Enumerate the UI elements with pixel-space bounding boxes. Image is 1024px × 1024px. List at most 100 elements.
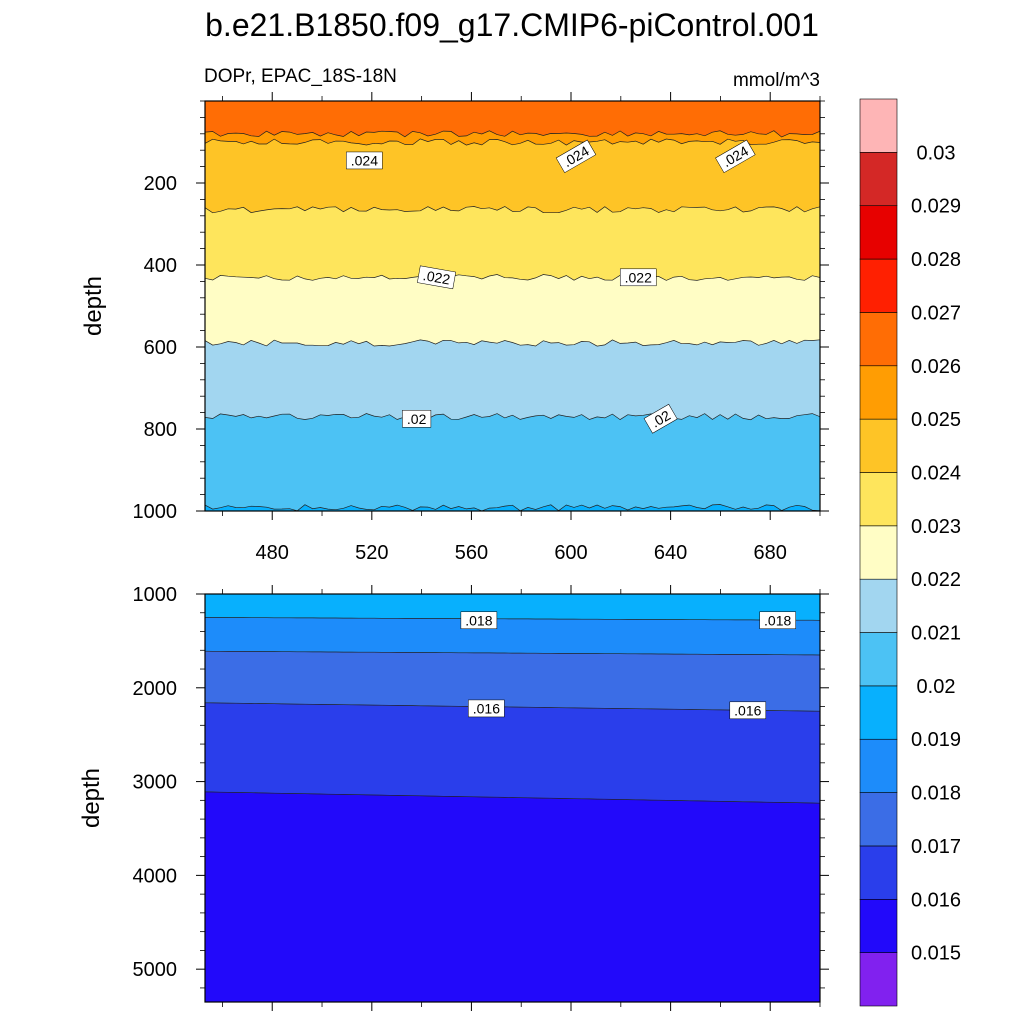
colorbar-label: 0.024 bbox=[911, 462, 961, 484]
contour-label-box bbox=[759, 611, 796, 630]
contour-label-text: .022 bbox=[422, 267, 452, 288]
colorbar-swatch bbox=[859, 578, 898, 633]
contour-label: .016 bbox=[729, 701, 767, 720]
contour-label-text: .024 bbox=[351, 152, 378, 168]
colorbar-swatch bbox=[859, 312, 898, 367]
colorbar-swatch bbox=[859, 152, 898, 207]
contour-label-box bbox=[555, 139, 597, 174]
colorbar-swatch bbox=[859, 418, 898, 473]
colorbar-label: 0.027 bbox=[911, 302, 961, 324]
contour-label-box bbox=[619, 268, 657, 287]
contour-label-box bbox=[729, 701, 767, 720]
colorbar-swatch bbox=[859, 685, 898, 740]
colorbar-label: 0.025 bbox=[911, 409, 961, 431]
contour-label-box bbox=[643, 403, 678, 434]
contour-line bbox=[205, 138, 820, 146]
chart-title: b.e21.B1850.f09_g17.CMIP6-piControl.001 bbox=[205, 7, 819, 43]
contour-label: .022 bbox=[417, 265, 457, 290]
contour-label: .016 bbox=[468, 699, 505, 718]
contour-line bbox=[205, 702, 820, 712]
contour-label: .02 bbox=[643, 403, 678, 434]
colorbar-swatch bbox=[859, 525, 898, 580]
y-tick-label: 600 bbox=[144, 337, 177, 359]
y-tick-label: 3000 bbox=[133, 772, 178, 794]
colorbar-label: 0.023 bbox=[911, 516, 961, 538]
y-tick-label: 2000 bbox=[133, 678, 178, 700]
colorbar-swatch bbox=[859, 792, 898, 847]
colorbar-swatch bbox=[859, 898, 898, 953]
upper-y-axis-label: depth bbox=[80, 276, 107, 336]
contour-line bbox=[205, 339, 820, 347]
contour-label-text: .016 bbox=[473, 700, 500, 716]
colorbar-label: 0.028 bbox=[911, 249, 961, 271]
contour-line bbox=[205, 274, 820, 281]
colorbar-swatch bbox=[859, 258, 898, 313]
contour-label-box bbox=[402, 410, 432, 428]
colorbar-swatch bbox=[859, 952, 898, 1007]
colorbar-swatch bbox=[859, 472, 898, 527]
contour-label-box bbox=[460, 611, 498, 630]
contour-label: .022 bbox=[619, 268, 657, 287]
contour-label: .018 bbox=[759, 611, 796, 630]
units-label: mmol/m^3 bbox=[733, 70, 820, 91]
contour-fill-band bbox=[205, 413, 820, 511]
contour-line bbox=[205, 130, 820, 138]
x-tick-label: 560 bbox=[455, 542, 488, 564]
colorbar-label: 0.029 bbox=[911, 196, 961, 218]
colorbar-label: 0.016 bbox=[911, 889, 961, 911]
contour-label: .018 bbox=[460, 611, 498, 630]
contour-fill-band bbox=[205, 504, 820, 511]
colorbar-label: 0.015 bbox=[911, 943, 961, 965]
upper-panel: .024.024.024.022.022.02.02 2004006008001… bbox=[80, 92, 829, 564]
x-tick-label: 640 bbox=[654, 542, 687, 564]
contour-line bbox=[205, 504, 820, 511]
contour-line bbox=[205, 650, 820, 656]
contour-line bbox=[205, 791, 820, 804]
lower-panel: .018 .018 .016 .016 1000 2000 3000 4000 5000 de… bbox=[78, 584, 829, 1011]
upper-panel-frame bbox=[204, 100, 821, 512]
colorbar-label: 0.022 bbox=[911, 569, 961, 591]
y-tick-label: 5000 bbox=[133, 959, 178, 981]
y-tick-label: 800 bbox=[144, 419, 177, 441]
contour-label-text: .02 bbox=[407, 411, 427, 427]
contour-line bbox=[205, 206, 820, 214]
colorbar-swatch bbox=[859, 365, 898, 420]
colorbar: 0.015 0.016 0.017 0.018 0.019 0.02 0.021 0.022 0… bbox=[859, 98, 961, 1007]
y-tick-label: 200 bbox=[144, 173, 177, 195]
colorbar-swatch bbox=[859, 632, 898, 687]
colorbar-label: 0.03 bbox=[917, 142, 956, 164]
contour-line bbox=[205, 617, 820, 621]
x-tick-label: 600 bbox=[554, 542, 587, 564]
colorbar-swatch bbox=[859, 845, 898, 900]
contour-label-box bbox=[715, 139, 756, 174]
x-tick-label: 680 bbox=[754, 542, 787, 564]
contour-fill-band bbox=[205, 791, 820, 1002]
y-tick-label: 4000 bbox=[133, 865, 178, 887]
contour-label-text: .018 bbox=[465, 612, 492, 628]
y-tick-label: 1000 bbox=[133, 584, 178, 606]
contour-label-text: .016 bbox=[734, 702, 761, 718]
y-tick-label: 1000 bbox=[133, 501, 178, 523]
contour-label: .024 bbox=[346, 151, 383, 170]
chart-subtitle: DOPr, EPAC_18S-18N bbox=[204, 66, 397, 87]
contour-line bbox=[205, 413, 820, 421]
colorbar-label: 0.019 bbox=[911, 729, 961, 751]
lower-panel-frame bbox=[204, 593, 821, 1003]
colorbar-swatch bbox=[859, 205, 898, 260]
colorbar-label: 0.021 bbox=[911, 623, 961, 645]
colorbar-swatch bbox=[859, 738, 898, 793]
contour-label-text: .018 bbox=[764, 612, 791, 628]
x-tick-label: 480 bbox=[256, 542, 289, 564]
colorbar-swatch bbox=[859, 98, 898, 153]
colorbar-label: 0.018 bbox=[911, 783, 961, 805]
colorbar-label: 0.026 bbox=[911, 356, 961, 378]
colorbar-label: 0.017 bbox=[911, 836, 961, 858]
contour-label-text: .022 bbox=[625, 269, 652, 285]
lower-y-axis-label: depth bbox=[78, 768, 105, 828]
contour-label-box bbox=[417, 265, 457, 290]
x-tick-label: 520 bbox=[355, 542, 388, 564]
contour-label-box bbox=[346, 151, 383, 170]
y-tick-label: 400 bbox=[144, 255, 177, 277]
contour-label: .02 bbox=[402, 410, 432, 428]
